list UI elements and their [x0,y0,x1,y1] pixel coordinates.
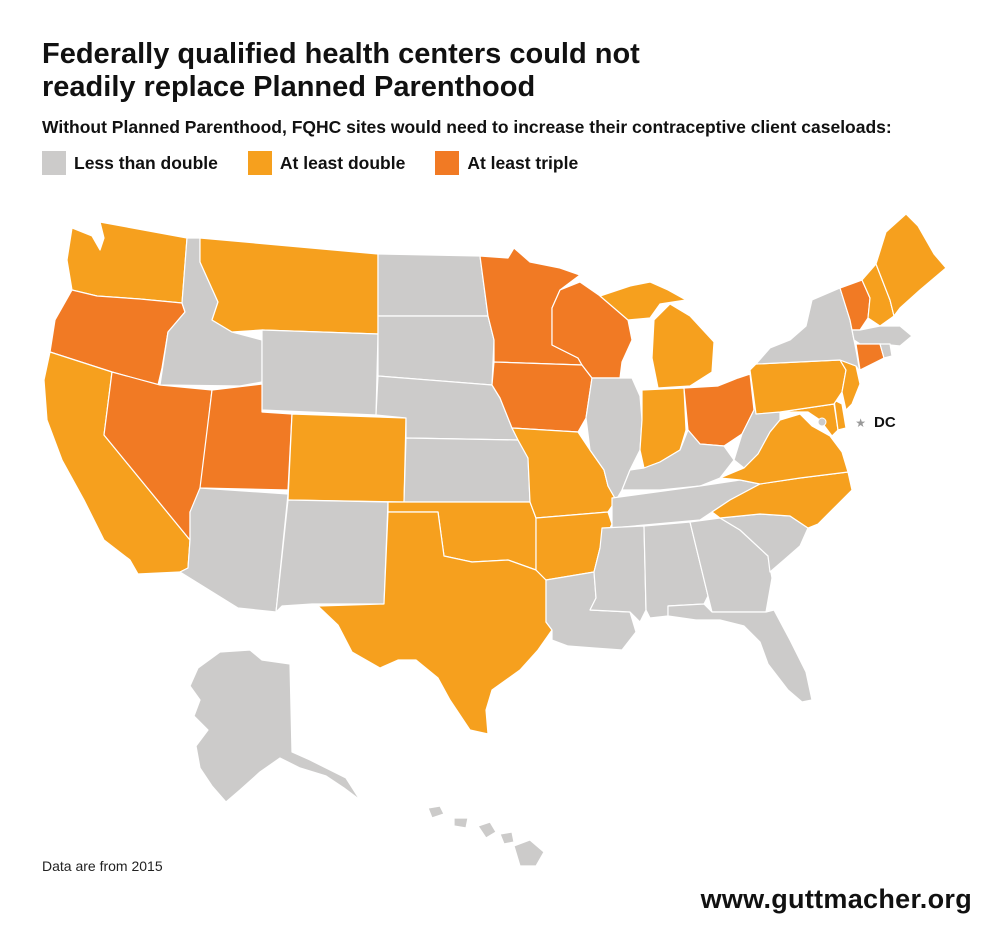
chart-subtitle: Without Planned Parenthood, FQHC sites w… [42,117,892,137]
state-mt [199,237,379,335]
legend-label-high: At least triple [467,152,579,173]
state-ks [403,437,531,503]
state-nm [275,499,389,613]
state-nd [377,253,489,317]
state-co [287,413,407,503]
site-url[interactable]: www.guttmacher.org [700,884,972,914]
state-de [833,399,847,431]
state-sd [377,315,495,386]
legend-swatch-mid [247,151,272,175]
state-nj [839,359,861,411]
legend-label-mid: At least double [279,152,406,173]
chart-title: Federally qualified health centers could… [42,38,942,104]
state-ri [879,343,893,359]
legend-item-low: Less than double [42,151,218,175]
title-line-1: Federally qualified health centers could… [42,38,640,70]
state-va [719,413,849,485]
legend-item-high: At least triple [435,151,578,175]
state-me [875,213,947,317]
state-mi [599,281,715,389]
title-line-2: readily replace Planned Parenthood [42,71,536,103]
dc-star-icon: ★ [855,416,866,430]
state-ak [189,649,361,803]
dc-label: DC [874,414,896,431]
state-wa [66,221,188,304]
state-ma [851,325,913,347]
legend-item-mid: At least double [247,151,406,175]
state-az [179,487,289,613]
legend-swatch-high [435,151,460,175]
footnote: Data are from 2015 [42,858,163,874]
dc-marker: ★ DC [817,414,896,431]
state-hi [427,805,545,867]
legend-label-low: Less than double [74,152,218,173]
state-ct [855,343,885,371]
state-wy [261,329,379,416]
state-fl [667,603,813,703]
state-tx [317,511,553,735]
legend: Less than double At least double At leas… [42,150,608,176]
legend-swatch-low [42,151,66,175]
